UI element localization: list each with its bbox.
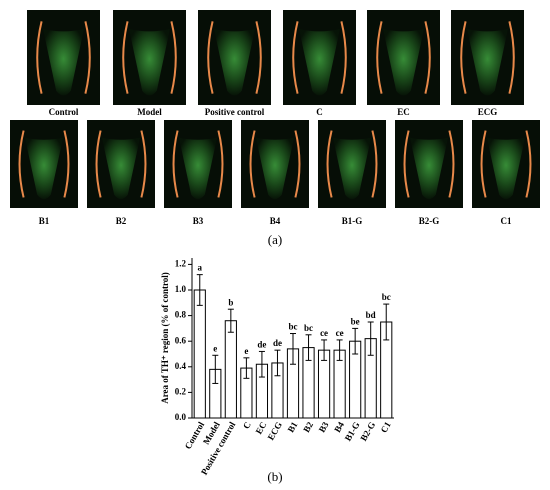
bracket	[140, 130, 147, 198]
image-label: EC	[397, 107, 410, 117]
bar	[224, 320, 237, 419]
x-tick-label: B1-G	[343, 420, 362, 443]
tissue-region	[101, 137, 141, 200]
bracket	[525, 130, 532, 198]
significance-letter: b	[228, 297, 233, 307]
x-tick-label: EC	[254, 420, 269, 436]
bracket	[340, 21, 347, 94]
significance-letter: be	[351, 316, 360, 326]
bracket	[376, 21, 383, 94]
image-label: B2-G	[419, 216, 440, 226]
y-tick-label: 0.6	[175, 335, 187, 345]
x-tick-label: ECG	[266, 420, 284, 442]
image-label: B1	[39, 216, 50, 226]
tissue-region	[467, 29, 508, 96]
tissue-region	[299, 29, 340, 96]
bracket	[326, 130, 333, 198]
significance-letter: ce	[336, 328, 344, 338]
bracket	[371, 130, 378, 198]
image-label: B2	[116, 216, 127, 226]
bracket	[480, 130, 487, 198]
significance-letter: bc	[382, 292, 391, 302]
image-label: C1	[501, 216, 512, 226]
significance-letter: bc	[289, 322, 298, 332]
bracket	[84, 21, 91, 94]
image-label: B4	[270, 216, 281, 226]
panel-b-label: (b)	[267, 469, 282, 484]
y-tick-label: 0.8	[175, 310, 187, 320]
bracket	[249, 130, 256, 198]
bracket	[292, 21, 299, 94]
significance-letter: e	[213, 343, 217, 353]
tissue-region	[486, 137, 526, 200]
image-label: Model	[137, 107, 162, 117]
y-tick-label: 0.0	[175, 412, 187, 422]
bracket	[508, 21, 515, 94]
image-label: Control	[49, 107, 79, 117]
image-label: C	[316, 107, 323, 117]
y-axis-label: Area of TH⁺ region (% of control)	[160, 272, 170, 404]
significance-letter: ce	[320, 328, 328, 338]
bracket	[122, 21, 129, 94]
image-label: ECG	[478, 107, 498, 117]
bracket	[217, 130, 224, 198]
bracket	[424, 21, 431, 94]
bracket	[255, 21, 262, 94]
significance-letter: de	[273, 338, 282, 348]
x-tick-label: C	[241, 420, 253, 431]
significance-letter: bc	[304, 323, 313, 333]
significance-letter: e	[244, 346, 248, 356]
bracket	[403, 130, 410, 198]
bracket	[18, 130, 25, 198]
y-tick-label: 1.0	[175, 284, 187, 294]
significance-letter: de	[257, 340, 266, 350]
bracket	[170, 21, 177, 94]
tissue-region	[178, 137, 218, 200]
x-tick-label: Control	[183, 420, 207, 451]
panel-a-label: (a)	[268, 232, 282, 247]
bracket	[172, 130, 179, 198]
bracket	[460, 21, 467, 94]
x-tick-label: B1	[286, 420, 300, 435]
y-tick-label: 1.2	[175, 258, 187, 268]
bracket	[95, 130, 102, 198]
bracket	[294, 130, 301, 198]
significance-letter: bd	[366, 310, 376, 320]
image-label: B3	[193, 216, 204, 226]
y-tick-label: 0.4	[175, 361, 187, 371]
significance-letter: a	[198, 263, 203, 273]
tissue-region	[332, 137, 372, 200]
x-tick-label: B2	[301, 420, 315, 435]
tissue-region	[409, 137, 449, 200]
bracket	[63, 130, 70, 198]
image-label: B1-G	[342, 216, 363, 226]
x-tick-label: B3	[317, 420, 331, 435]
tissue-region	[24, 137, 64, 200]
tissue-region	[383, 29, 424, 96]
bracket	[36, 21, 43, 94]
y-tick-label: 0.2	[175, 386, 187, 396]
x-tick-label: B4	[332, 420, 346, 435]
x-tick-label: C1	[379, 420, 393, 435]
bar	[193, 289, 206, 419]
tissue-region	[129, 29, 170, 96]
bracket	[207, 21, 214, 94]
tissue-region	[43, 29, 84, 96]
tissue-region	[214, 29, 255, 96]
bracket	[448, 130, 455, 198]
x-tick-label: B2-G	[358, 420, 377, 443]
image-label: Positive control	[205, 107, 265, 117]
tissue-region	[255, 137, 295, 200]
